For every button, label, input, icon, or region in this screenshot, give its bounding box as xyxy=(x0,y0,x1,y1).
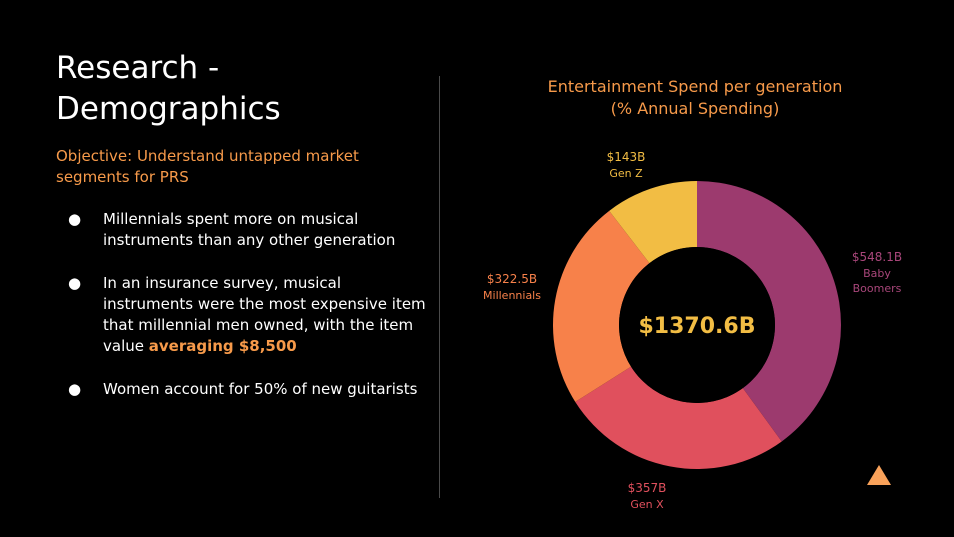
slice-value-label: $357B xyxy=(628,481,667,495)
slice-value-label: $143B xyxy=(607,150,646,164)
bullet-highlight: averaging $8,500 xyxy=(148,337,297,355)
chart-title-line2: (% Annual Spending) xyxy=(610,99,780,118)
donut-hole xyxy=(619,247,775,403)
donut-slice-gen-z xyxy=(609,181,697,264)
slide-title-line1: Research - xyxy=(56,50,220,86)
slice-name-label: Gen Z xyxy=(609,167,643,180)
bullet-text: Millennials spent more on musical instru… xyxy=(103,210,396,249)
bullet-dot: ● xyxy=(68,380,82,398)
vertical-divider xyxy=(439,76,440,498)
bullet-item: ● Millennials spent more on musical inst… xyxy=(56,209,426,251)
bullet-dot: ● xyxy=(68,210,82,228)
bullet-item: ● In an insurance survey, musical instru… xyxy=(56,273,426,357)
chart-title-line1: Entertainment Spend per generation xyxy=(547,77,843,96)
slice-name-label: Gen X xyxy=(630,498,664,511)
objective-text: Objective: Understand untapped market se… xyxy=(56,147,359,186)
bullet-text: Women account for 50% of new guitarists xyxy=(103,380,418,398)
donut-center-total: $1370.6B xyxy=(639,314,756,339)
bullet-list: ● Millennials spent more on musical inst… xyxy=(56,209,426,422)
slice-name-label: Millennials xyxy=(483,289,541,302)
bullet-dot: ● xyxy=(68,274,82,292)
bullet-text: In an insurance survey, musical instrume… xyxy=(103,274,426,355)
slice-value-label: $548.1B xyxy=(852,250,902,264)
triangle-icon xyxy=(867,465,891,485)
bullet-item: ● Women account for 50% of new guitarist… xyxy=(56,379,426,400)
slide-title-line2: Demographics xyxy=(56,91,281,127)
donut-slice-millennials xyxy=(553,210,650,402)
slice-name-label-line2: Boomers xyxy=(853,282,902,295)
slice-name-label: Baby xyxy=(863,267,891,280)
donut-slice-baby-boomers xyxy=(697,181,842,442)
donut-slice-gen-x xyxy=(575,366,782,469)
slide-title: Research - Demographics xyxy=(56,48,416,130)
chart-title: Entertainment Spend per generation (% An… xyxy=(520,76,870,120)
slice-value-label: $322.5B xyxy=(487,272,537,286)
